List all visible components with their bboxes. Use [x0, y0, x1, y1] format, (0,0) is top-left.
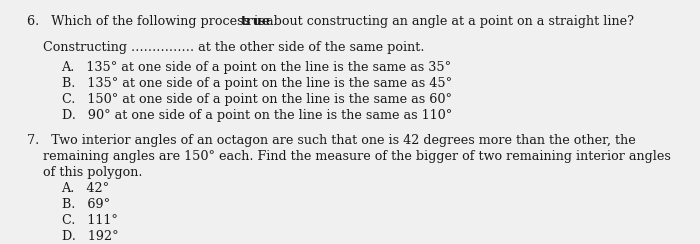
Text: C.   111°: C. 111° — [62, 214, 118, 227]
Text: 7.   Two interior angles of an octagon are such that one is 42 degrees more than: 7. Two interior angles of an octagon are… — [27, 134, 636, 147]
Text: B.   135° at one side of a point on the line is the same as 45°: B. 135° at one side of a point on the li… — [62, 77, 452, 91]
Text: D.   90° at one side of a point on the line is the same as 110°: D. 90° at one side of a point on the lin… — [62, 109, 452, 122]
Text: remaining angles are 150° each. Find the measure of the bigger of two remaining : remaining angles are 150° each. Find the… — [43, 150, 671, 163]
Text: 6.   Which of the following process is: 6. Which of the following process is — [27, 15, 269, 28]
Text: true: true — [241, 15, 271, 28]
Text: about constructing an angle at a point on a straight line?: about constructing an angle at a point o… — [262, 15, 634, 28]
Text: D.   192°: D. 192° — [62, 230, 118, 243]
Text: A.   42°: A. 42° — [62, 182, 110, 195]
Text: C.   150° at one side of a point on the line is the same as 60°: C. 150° at one side of a point on the li… — [62, 93, 452, 106]
Text: A.   135° at one side of a point on the line is the same as 35°: A. 135° at one side of a point on the li… — [62, 61, 452, 74]
Text: Constructing …………… at the other side of the same point.: Constructing …………… at the other side of … — [43, 41, 424, 54]
Text: B.   69°: B. 69° — [62, 198, 110, 211]
Text: of this polygon.: of this polygon. — [43, 166, 142, 179]
